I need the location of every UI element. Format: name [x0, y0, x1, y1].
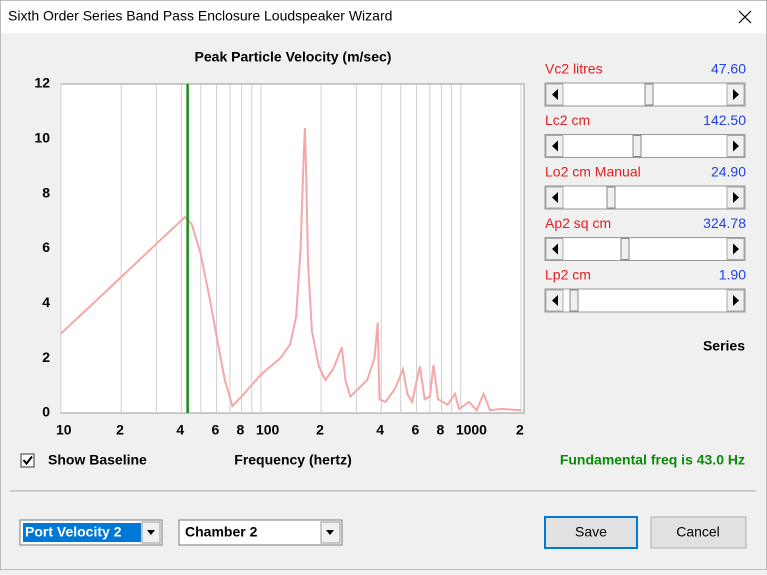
x-tick-label: 100	[256, 422, 280, 438]
y-tick-label: 8	[42, 184, 50, 200]
x-tick-label: 4	[176, 422, 184, 438]
dropdown[interactable]	[19, 519, 163, 546]
slider-label: Lp2 cm	[545, 267, 591, 283]
y-tick-label: 0	[42, 404, 50, 420]
arrow-right	[733, 140, 739, 152]
x-tick-label: 2	[516, 422, 524, 438]
slider-value: 142.50	[703, 112, 746, 128]
close-button[interactable]	[738, 10, 752, 24]
arrow-left	[552, 89, 558, 100]
slider-label: Lo2 cm Manual	[545, 164, 641, 180]
cancel-button-label: Cancel	[676, 524, 720, 540]
slider-track[interactable]	[544, 185, 746, 210]
slider-value: 24.90	[711, 164, 746, 180]
fundamental-freq: Fundamental freq is 43.0 Hz	[560, 452, 745, 468]
chart-title: Peak Particle Velocity (m/sec)	[195, 49, 392, 65]
x-axis-label: Frequency (hertz)	[234, 452, 351, 468]
arrow-right	[733, 295, 739, 306]
slider-value: 324.78	[703, 215, 746, 231]
slider-label: Vc2 litres	[545, 61, 603, 77]
arrow-left	[552, 243, 558, 255]
arrow-right	[733, 243, 739, 255]
data-line	[60, 127, 522, 413]
slider-value: 1.90	[719, 267, 746, 283]
arrow-right	[733, 192, 739, 203]
checkbox[interactable]	[20, 453, 35, 468]
slider-label: Lc2 cm	[545, 112, 590, 128]
dropdown-value: Chamber 2	[185, 524, 258, 540]
x-tick-label: 8	[237, 422, 245, 438]
y-tick-label: 6	[42, 239, 50, 255]
y-tick-label: 12	[34, 75, 50, 91]
x-tick-label: 2	[116, 422, 124, 438]
x-tick-label: 1000	[456, 422, 487, 438]
y-tick-label: 10	[34, 130, 50, 146]
arrow-left	[552, 295, 558, 306]
slider-thumb[interactable]	[569, 289, 579, 312]
x-tick-label: 8	[436, 422, 444, 438]
dropdown-value: Port Velocity 2	[25, 524, 122, 540]
title-bar	[1, 1, 766, 33]
x-tick-label: 6	[411, 422, 419, 438]
slider-track[interactable]	[544, 288, 746, 313]
save-button-label: Save	[575, 524, 607, 540]
slider-thumb[interactable]	[620, 238, 630, 260]
x-tick-label: 2	[316, 422, 324, 438]
x-tick-label: 6	[212, 422, 220, 438]
slider-track[interactable]	[544, 134, 746, 158]
window-title: Sixth Order Series Band Pass Enclosure L…	[8, 8, 392, 24]
slider-thumb[interactable]	[644, 83, 654, 106]
slider-thumb[interactable]	[632, 135, 642, 157]
slider-value: 47.60	[711, 61, 746, 77]
arrow-left	[552, 140, 558, 152]
cancel-button[interactable]	[650, 516, 747, 549]
series-label: Series	[703, 338, 745, 354]
slider-label: Ap2 sq cm	[545, 215, 611, 231]
slider-track[interactable]	[544, 237, 746, 261]
y-tick-label: 2	[42, 349, 50, 365]
checkbox-label: Show Baseline	[48, 452, 147, 468]
y-tick-label: 4	[42, 294, 50, 310]
x-tick-label: 10	[56, 422, 72, 438]
dropdown[interactable]	[178, 519, 343, 546]
arrow-left	[552, 192, 558, 203]
save-button[interactable]	[544, 516, 638, 549]
slider-thumb[interactable]	[606, 186, 616, 209]
arrow-right	[733, 89, 739, 100]
x-tick-label: 4	[376, 422, 384, 438]
plot-area	[60, 83, 525, 414]
